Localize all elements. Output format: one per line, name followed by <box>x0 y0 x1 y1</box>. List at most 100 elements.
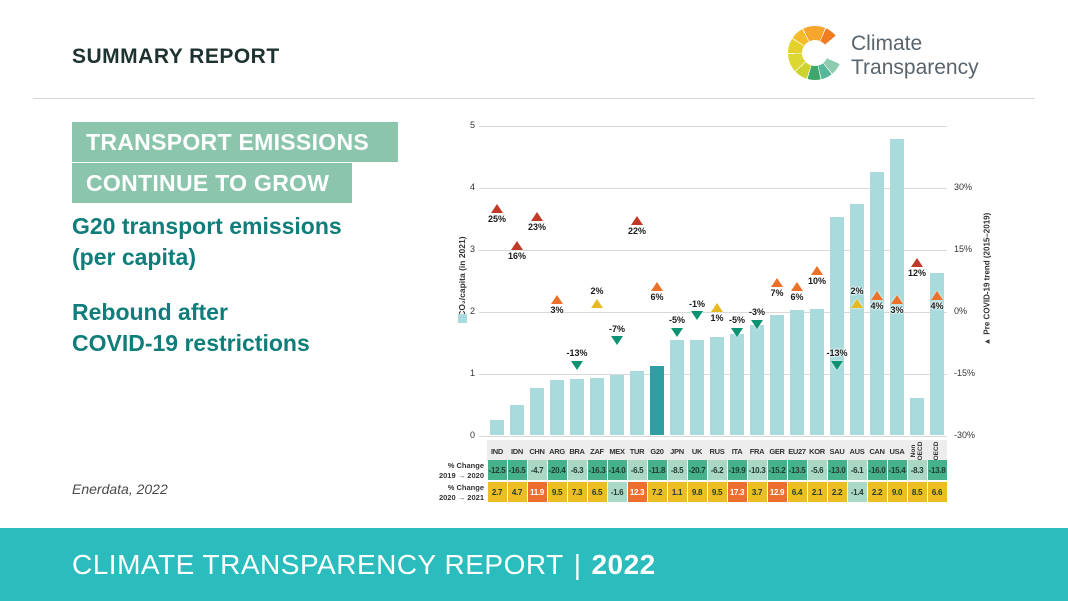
x-axis-label: MEX <box>609 447 625 456</box>
bar <box>850 203 864 436</box>
trend-marker-label: -7% <box>608 323 625 334</box>
table-cell: 1.1 <box>667 482 687 502</box>
bar <box>730 333 744 436</box>
table-cell: -15.2 <box>767 460 787 480</box>
trend-marker-label: -13% <box>826 348 848 359</box>
x-axis-label: KOR <box>809 447 825 456</box>
table-cell: -6.5 <box>627 460 647 480</box>
chart-subtitle-line2: (per capita) <box>72 244 196 270</box>
table-cell: 7.3 <box>567 482 587 502</box>
right-axis-tick-label: 0% <box>954 305 968 316</box>
footer-year: 2022 <box>591 549 656 580</box>
x-axis-label: CAN <box>869 447 885 456</box>
table-cell: -20.4 <box>547 460 567 480</box>
trend-marker-label: -5% <box>668 315 685 326</box>
trend-marker-icon <box>550 294 563 304</box>
table-row-label: % Change 2019 → 2020 <box>438 461 484 480</box>
trend-marker-label: 16% <box>507 251 526 262</box>
table-cell: -4.7 <box>527 460 547 480</box>
right-axis-title-text: Pre COVID-19 trend (2015–2019) <box>982 212 992 335</box>
chart-subtitle-2: Rebound after COVID-19 restrictions <box>72 297 310 359</box>
trend-marker-icon <box>610 336 623 346</box>
table-cell: 2.2 <box>827 482 847 502</box>
trend-marker-label: 3% <box>550 304 564 315</box>
table-cell: -14.0 <box>607 460 627 480</box>
gridline <box>479 187 947 189</box>
y-axis-tick-label: 3 <box>469 243 475 254</box>
trend-marker-icon <box>830 360 843 370</box>
bar <box>510 404 524 436</box>
bar <box>670 339 684 436</box>
table-cell: -19.9 <box>727 460 747 480</box>
headline-line1: TRANSPORT EMISSIONS <box>72 122 398 162</box>
header-divider <box>33 98 1035 99</box>
table-cell: -12.5 <box>487 460 507 480</box>
trend-marker-icon <box>650 282 663 292</box>
x-axis-label: TUR <box>629 447 645 456</box>
x-axis-label: BRA <box>569 447 585 456</box>
gridline <box>479 311 947 313</box>
table-cell: 9.0 <box>887 482 907 502</box>
bar <box>930 272 944 436</box>
trend-marker-icon <box>630 216 643 226</box>
bar <box>630 370 644 436</box>
trend-marker-label: 4% <box>870 300 884 311</box>
headline-line2: CONTINUE TO GROW <box>72 163 352 203</box>
bar <box>650 366 664 436</box>
trend-marker-icon <box>890 294 903 304</box>
bar-legend-swatch <box>458 314 467 323</box>
table-cell: 2.7 <box>487 482 507 502</box>
trend-marker-icon <box>510 241 523 251</box>
chart-subtitle2-line1: Rebound after <box>72 299 228 325</box>
bar <box>490 420 504 436</box>
x-axis-label: FRA <box>749 447 765 456</box>
table-cell: 4.7 <box>507 482 527 502</box>
table-cell: 12.9 <box>767 482 787 502</box>
trend-marker-label: 4% <box>930 300 944 311</box>
x-axis-label: G20 <box>650 447 664 456</box>
y-axis-tick-label: 1 <box>469 367 475 378</box>
table-cell: -5.6 <box>807 460 827 480</box>
bar <box>550 379 564 436</box>
table-cell: -1.4 <box>847 482 867 502</box>
chart-subtitle: G20 transport emissions (per capita) <box>72 211 342 273</box>
chart-subtitle-line1: G20 transport emissions <box>72 213 342 239</box>
table-cell: -8.5 <box>667 460 687 480</box>
x-axis-label: OECD <box>933 441 941 461</box>
table-cell: -13.5 <box>787 460 807 480</box>
x-axis-label: EU27 <box>788 447 806 456</box>
trend-marker-label: -3% <box>748 307 765 318</box>
y-axis-tick-label: 2 <box>469 305 475 316</box>
table-cell: 12.3 <box>627 482 647 502</box>
table-cell: 6.6 <box>927 482 947 502</box>
trend-marker-icon <box>790 282 803 292</box>
trend-marker-label: -13% <box>566 348 588 359</box>
trend-marker-label: 7% <box>770 288 784 299</box>
gridline <box>479 126 947 127</box>
x-axis-label: IND <box>490 447 504 456</box>
table-cell: -16.0 <box>867 460 887 480</box>
page-title: SUMMARY REPORT <box>72 45 280 68</box>
trend-marker-icon <box>710 303 723 313</box>
trend-marker-label: 2% <box>590 286 604 297</box>
table-cell: 3.7 <box>747 482 767 502</box>
table-cell: -6.1 <box>847 460 867 480</box>
x-axis-label: GER <box>769 447 785 456</box>
table-cell: -16.5 <box>507 460 527 480</box>
bar <box>710 337 724 436</box>
table-cell: -13.8 <box>927 460 947 480</box>
trend-marker-label: 3% <box>890 304 904 315</box>
trend-marker-label: 1% <box>710 313 724 324</box>
bar <box>610 374 624 436</box>
y-axis-tick-label: 5 <box>469 120 475 130</box>
x-axis-label: AUS <box>849 447 865 456</box>
bar <box>570 378 584 436</box>
chart-subtitle2-line2: COVID-19 restrictions <box>72 330 310 356</box>
table-cell: -13.0 <box>827 460 847 480</box>
table-cell: 17.3 <box>727 482 747 502</box>
table-cell: -8.3 <box>907 460 927 480</box>
trend-marker-label: 12% <box>907 267 926 278</box>
footer-title: CLIMATE TRANSPARENCY REPORT | 2022 <box>72 528 656 601</box>
right-axis-tick-label: 30% <box>954 181 973 192</box>
